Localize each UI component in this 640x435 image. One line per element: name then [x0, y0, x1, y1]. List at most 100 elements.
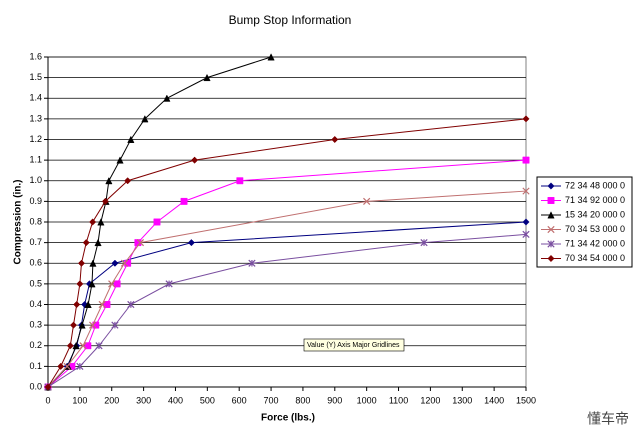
x-tick-label: 900 — [327, 395, 342, 405]
data-point — [124, 177, 132, 185]
data-point — [165, 280, 173, 288]
y-tick-label: 0.5 — [29, 278, 42, 288]
x-tick-label: 300 — [136, 395, 151, 405]
y-tick-label: 1.6 — [29, 51, 42, 61]
x-tick-label: 1000 — [357, 395, 377, 405]
y-axis-label: Compression (in.) — [13, 179, 24, 264]
data-point — [76, 280, 84, 288]
data-point — [84, 300, 92, 308]
legend-label: 72 34 48 000 0 — [565, 180, 625, 190]
data-point — [69, 321, 78, 329]
data-point — [44, 383, 52, 391]
legend-marker — [547, 254, 555, 263]
y-tick-label: 1.0 — [29, 175, 42, 185]
data-point — [124, 259, 132, 267]
data-point — [191, 156, 199, 164]
legend-label: 71 34 42 000 0 — [565, 238, 625, 248]
legend-label: 70 34 54 000 0 — [565, 253, 625, 263]
data-point — [267, 53, 275, 61]
x-tick-label: 1500 — [516, 395, 536, 405]
legend-marker — [547, 211, 555, 219]
y-tick-label: 0.8 — [29, 216, 42, 226]
x-tick-label: 600 — [232, 395, 247, 405]
y-tick-label: 1.5 — [29, 72, 42, 82]
data-point — [111, 259, 119, 267]
x-tick-label: 1100 — [389, 395, 408, 405]
data-point — [73, 300, 81, 309]
data-point — [108, 280, 116, 288]
legend-marker — [547, 182, 555, 190]
data-point — [113, 280, 121, 288]
watermark: 懂车帝 — [587, 411, 629, 427]
legend-box — [536, 176, 633, 268]
data-point — [522, 187, 530, 195]
data-point — [420, 239, 428, 247]
x-tick-label: 1400 — [484, 395, 504, 405]
data-point — [57, 362, 65, 370]
data-point — [76, 362, 84, 370]
data-point — [127, 135, 135, 143]
data-point — [88, 321, 97, 329]
data-point — [203, 73, 211, 82]
data-point — [81, 300, 89, 309]
y-tick-label: 1.1 — [29, 155, 42, 165]
data-point — [163, 94, 171, 102]
y-tick-label: 0.9 — [29, 196, 42, 206]
data-point — [331, 135, 339, 144]
data-point — [153, 218, 161, 226]
legend-marker — [547, 197, 555, 204]
data-point — [82, 239, 90, 247]
series-line — [47, 118, 527, 388]
data-point — [141, 115, 149, 123]
data-point — [522, 218, 530, 226]
x-tick-label: 100 — [72, 395, 87, 405]
data-point — [77, 259, 86, 267]
y-tick-label: 1.4 — [29, 93, 42, 103]
x-tick-label: 700 — [264, 395, 279, 405]
y-tick-label: 1.2 — [29, 134, 42, 144]
data-point — [79, 342, 87, 350]
data-point — [89, 259, 97, 267]
x-tick-label: 400 — [168, 395, 183, 405]
data-point — [180, 197, 188, 205]
data-point — [522, 230, 530, 238]
tooltip-box — [303, 338, 405, 352]
legend-marker — [547, 240, 555, 248]
legend-label: 70 34 53 000 0 — [565, 224, 625, 234]
data-point — [72, 341, 80, 350]
data-point — [363, 197, 371, 205]
x-tick-label: 800 — [295, 395, 310, 405]
y-tick-label: 0.2 — [29, 340, 42, 350]
data-point — [95, 342, 103, 350]
y-tick-label: 0.7 — [29, 237, 42, 247]
tooltip: Value (Y) Axis Major Gridlines — [307, 342, 400, 349]
data-point — [111, 321, 119, 329]
x-tick-label: 500 — [200, 395, 215, 405]
x-tick-label: 200 — [104, 395, 119, 405]
data-point — [116, 156, 124, 164]
data-point — [78, 321, 86, 329]
data-point — [63, 362, 71, 370]
x-tick-label: 1300 — [452, 395, 472, 405]
data-point — [120, 259, 129, 267]
y-tick-label: 0.6 — [29, 258, 42, 268]
data-point — [136, 239, 145, 247]
legend-label: 15 34 20 000 0 — [565, 209, 625, 219]
data-point — [187, 239, 195, 247]
data-point — [101, 197, 109, 205]
chart-title: Bump Stop Information — [229, 13, 352, 27]
data-point — [66, 342, 74, 350]
data-point — [522, 115, 530, 123]
data-point — [94, 238, 102, 247]
legend-marker — [547, 225, 555, 234]
data-point — [127, 300, 135, 309]
series-line — [47, 190, 527, 388]
y-tick-label: 0.3 — [29, 320, 42, 330]
data-point — [105, 176, 113, 185]
x-tick-label: 1200 — [420, 395, 440, 405]
data-point — [236, 177, 244, 185]
data-point — [248, 259, 256, 267]
y-tick-label: 0.0 — [29, 381, 42, 391]
